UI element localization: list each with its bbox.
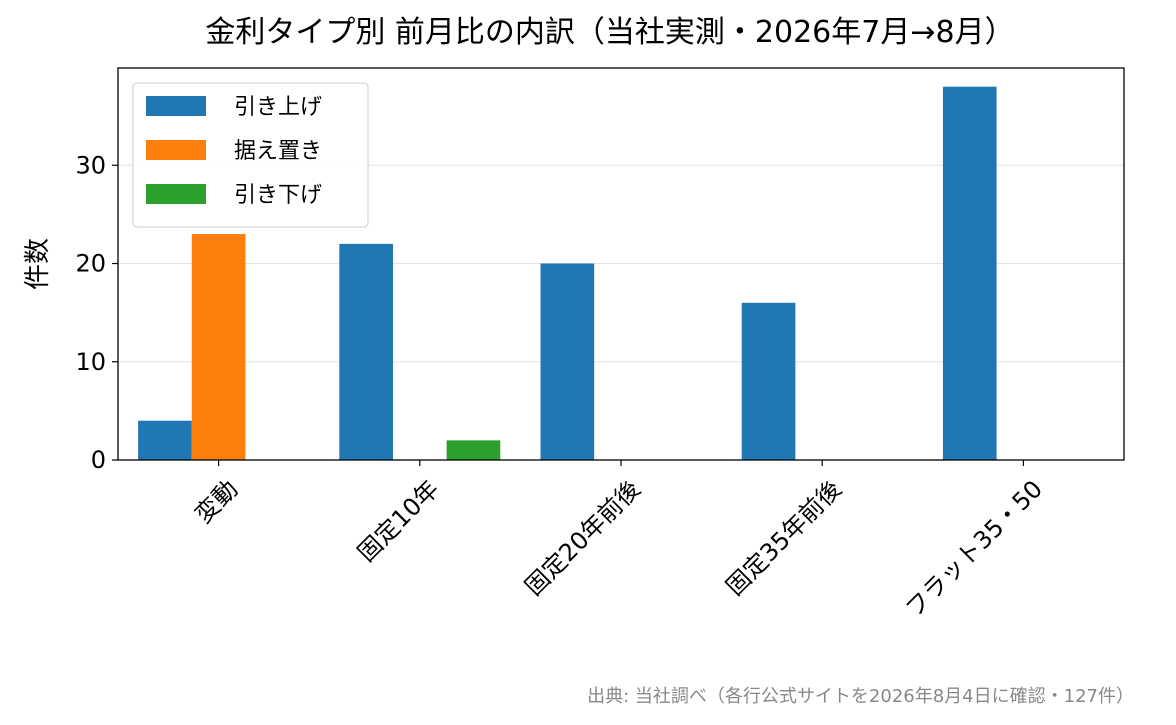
y-axis-label: 件数 xyxy=(23,238,53,290)
x-axis: 変動 固定10年 固定20年前後 固定35年前後 フラット35・50 xyxy=(190,460,1048,623)
legend-label: 据え置き xyxy=(234,139,322,164)
bar-引き上げ-変動 xyxy=(138,420,192,460)
legend-label: 引き下げ xyxy=(234,183,322,208)
x-tick-label: フラット35・50 xyxy=(900,475,1048,623)
x-tick-label: 固定10年 xyxy=(352,475,444,567)
legend-label: 引き上げ xyxy=(234,95,322,120)
bars xyxy=(138,86,997,461)
legend-swatch xyxy=(146,96,206,116)
y-axis: 0 10 20 30 xyxy=(75,151,118,474)
bar-引き上げ-固定35年前後 xyxy=(741,302,796,460)
y-tick-label: 0 xyxy=(91,446,106,474)
bar-据え置き-変動 xyxy=(191,234,246,460)
bar-引き上げ-固定20年前後 xyxy=(540,263,595,460)
chart-title: 金利タイプ別 前月比の内訳（当社実測・2026年7月→8月） xyxy=(205,15,1014,50)
bar-引き下げ-固定10年 xyxy=(446,440,501,460)
x-tick-label: 固定35年前後 xyxy=(721,475,847,601)
x-tick-label: 固定20年前後 xyxy=(519,475,645,601)
bar-引き上げ-フラット35・50 xyxy=(942,86,997,461)
legend-swatch xyxy=(146,140,206,160)
source-note: 出典: 当社調べ（各行公式サイトを2026年8月4日に確認・127件） xyxy=(587,686,1134,707)
y-tick-label: 30 xyxy=(75,151,106,179)
bar-引き上げ-固定10年 xyxy=(339,243,393,460)
legend-swatch xyxy=(146,184,206,204)
y-tick-label: 10 xyxy=(75,348,106,376)
x-tick-label: 変動 xyxy=(190,475,244,529)
y-tick-label: 20 xyxy=(75,250,106,278)
